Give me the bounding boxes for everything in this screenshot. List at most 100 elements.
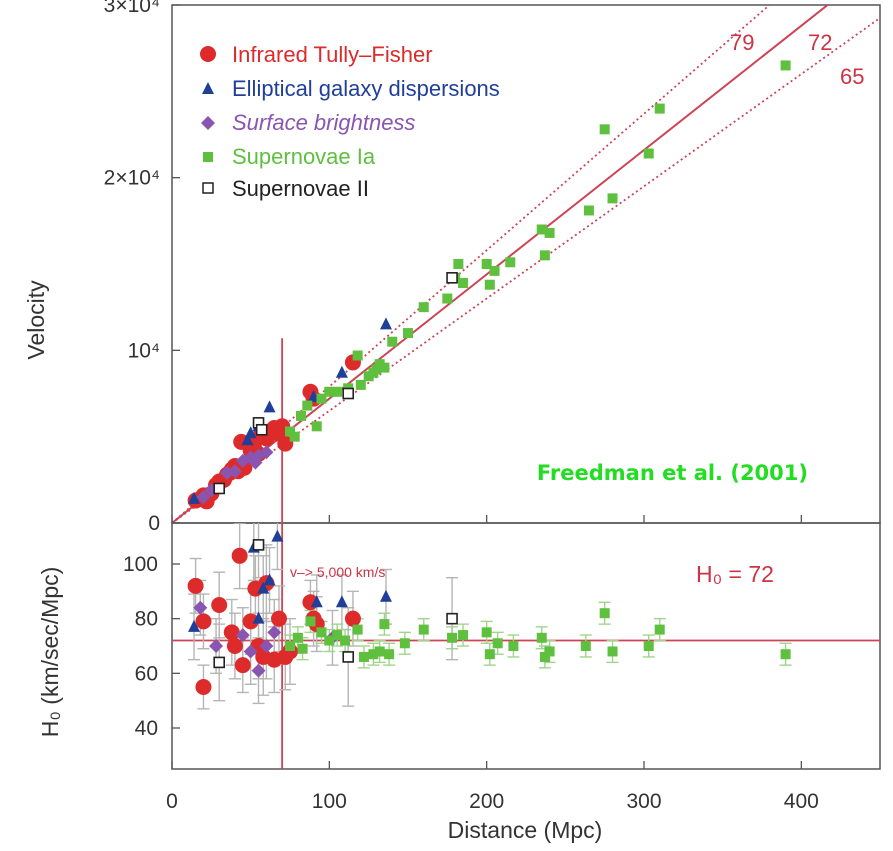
top-point-supernovae-ia [403,328,413,339]
bottom-point-supernovae-ia [458,630,469,641]
bottom-point-elliptical-galaxy-dispersions [263,573,276,586]
bottom-y-axis-title: H₀ (km/sec/Mpc) [37,567,63,738]
bottom-point-supernovae-ia [379,619,390,630]
top-point-supernovae-ia [484,279,495,290]
top-point-supernovae-ia [324,386,335,397]
bottom-point-surface-brightness [243,644,258,659]
axis-ticks: 0 10⁴ 2×10⁴ 3×10⁴ 40 60 80 100 0 100 200 300 400 [104,0,819,813]
bottom-point-surface-brightness [267,625,282,640]
top-point-supernovae-ia [332,386,343,397]
bottom-point-supernovae-ii [342,651,355,663]
x-tick-label: 400 [784,790,819,813]
top-point-supernovae-ia [544,227,555,238]
x-axis-title: Distance (Mpc) [448,817,603,843]
top-y-tick-label: 0 [148,512,160,535]
bottom-point-supernovae-ia [536,632,547,643]
top-point-supernovae-ia [289,431,300,442]
top-point-supernovae-ii [342,387,355,400]
top-point-supernovae-ia [643,148,654,159]
legend: Infrared Tully–Fisher Elliptical galaxy … [200,42,500,201]
legend-marker-surface [201,116,215,130]
bottom-point-supernovae-ia [297,643,308,654]
top-point-supernovae-ia [458,277,469,288]
top-y-tick-label: 10⁴ [128,339,160,362]
bottom-point-infrared-tully-fisher [223,624,240,641]
top-point-supernovae-ia [311,421,322,432]
bottom-point-infrared-tully-fisher [195,679,212,695]
bottom-point-supernovae-ia [481,627,492,638]
fit-label-65: 65 [840,64,864,89]
top-point-supernovae-ia [442,293,453,304]
bottom-point-infrared-tully-fisher [211,597,228,613]
legend-label-sn-ia: Supernovae Ia [232,144,376,169]
bottom-point-supernovae-ia [332,630,343,641]
bottom-point-supernovae-ii [252,539,265,551]
bottom-point-supernovae-ia [492,638,503,649]
bottom-point-supernovae-ia [544,646,555,657]
bottom-point-elliptical-galaxy-dispersions [271,529,284,542]
bottom-point-supernovae-ia [654,624,665,635]
bottom-point-infrared-tully-fisher [231,547,248,564]
cut-annotation: v–> 5,000 km/s [290,564,385,580]
bottom-point-surface-brightness [235,628,250,643]
bottom-point-supernovae-ia [384,649,395,660]
bottom-point-supernovae-ia [324,635,335,646]
top-point-supernovae-ia [418,302,429,313]
top-point-supernovae-ia [296,410,307,421]
bottom-panel-frame [171,522,881,770]
top-point-supernovae-ia [453,259,464,269]
top-point-surface-brightness [227,464,242,479]
bottom-point-supernovae-ia [292,632,303,643]
legend-label-infrared: Infrared Tully–Fisher [232,42,433,67]
x-tick-label: 100 [312,790,347,813]
bottom-point-supernovae-ii [213,656,225,669]
bottom-point-surface-brightness [259,639,274,653]
bottom-point-supernovae-ii [446,612,458,625]
bottom-point-infrared-tully-fisher [195,613,212,630]
bottom-point-elliptical-galaxy-dispersions [379,589,392,602]
bottom-point-supernovae-ia [599,608,610,619]
x-tick-label: 0 [166,790,178,813]
bottom-point-supernovae-ia [508,641,519,651]
legend-marker-elliptical [202,82,214,94]
bottom-point-elliptical-galaxy-dispersions [252,611,265,624]
top-point-surface-brightness [259,445,274,460]
bottom-point-supernovae-ia [316,627,327,638]
bottom-point-supernovae-ia [352,624,363,635]
citation-annotation: Freedman et al. (2001) [537,461,808,485]
top-point-supernovae-ii [213,482,225,495]
bottom-data-points [187,529,791,695]
bottom-point-surface-brightness [251,663,266,678]
bottom-point-supernovae-ia [285,641,295,651]
bottom-point-supernovae-ia [643,641,654,651]
bottom-point-supernovae-ia [418,624,429,635]
top-point-supernovae-ii [446,272,458,284]
legend-label-surface: Surface brightness [232,110,415,135]
legend-marker-infrared [200,46,216,62]
legend-label-sn-ii: Supernovae II [232,176,369,201]
top-point-supernovae-ia [607,193,618,204]
top-point-supernovae-ia [355,379,366,390]
top-point-supernovae-ia [379,362,390,373]
top-point-elliptical-galaxy-dispersions [263,400,276,413]
bottom-point-supernovae-ia [447,632,458,643]
top-point-supernovae-ia [285,426,295,437]
top-y-tick-label: 2×10⁴ [104,167,160,190]
bottom-point-supernovae-ia [539,651,550,662]
bottom-point-infrared-tully-fisher [187,577,204,594]
bottom-point-supernovae-ia [340,635,351,646]
fit-line-79 [172,5,771,523]
bottom-y-tick-label: 40 [135,717,158,740]
bottom-point-supernovae-ia [374,646,385,657]
bottom-point-infrared-tully-fisher [226,638,243,654]
x-tick-label: 200 [469,790,504,813]
top-y-axis-title: Velocity [23,280,49,360]
h0-label: H₀ = 72 [696,561,774,587]
fit-label-79: 79 [730,30,754,55]
bottom-point-infrared-tully-fisher [234,657,251,674]
top-point-supernovae-ii [255,423,268,436]
top-point-supernovae-ia [371,364,382,375]
bottom-point-supernovae-ia [305,616,316,627]
bottom-point-elliptical-galaxy-dispersions [188,619,201,632]
bottom-y-tick-label: 80 [135,608,158,631]
